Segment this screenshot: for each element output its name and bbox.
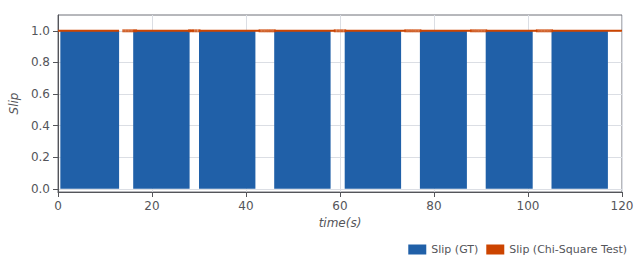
svg-text:20: 20 xyxy=(144,199,159,213)
svg-text:0.6: 0.6 xyxy=(31,87,50,101)
svg-text:1.0: 1.0 xyxy=(31,24,50,38)
svg-text:0.2: 0.2 xyxy=(31,150,50,164)
svg-text:0: 0 xyxy=(54,199,62,213)
svg-text:time(s): time(s) xyxy=(319,216,362,230)
svg-text:Slip: Slip xyxy=(7,92,21,114)
svg-text:Slip (GT): Slip (GT) xyxy=(431,243,478,256)
svg-text:100: 100 xyxy=(517,199,540,213)
svg-text:120: 120 xyxy=(611,199,634,213)
svg-text:0.0: 0.0 xyxy=(31,182,50,196)
svg-text:60: 60 xyxy=(332,199,347,213)
svg-text:40: 40 xyxy=(238,199,253,213)
svg-text:Slip (Chi-Square Test): Slip (Chi-Square Test) xyxy=(509,243,627,256)
svg-text:80: 80 xyxy=(426,199,441,213)
svg-text:0.8: 0.8 xyxy=(31,55,50,69)
svg-text:0.4: 0.4 xyxy=(31,119,50,133)
